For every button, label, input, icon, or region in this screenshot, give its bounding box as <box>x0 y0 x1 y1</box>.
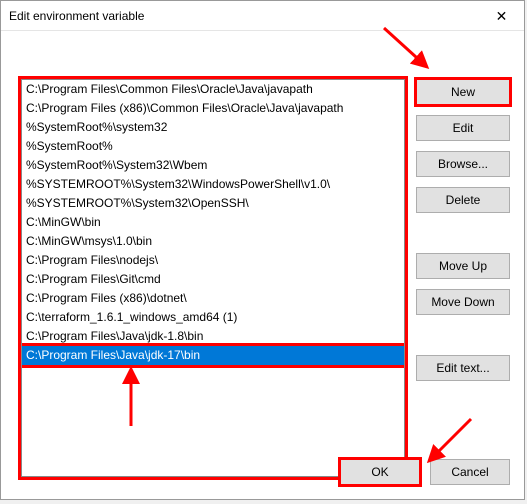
button-column: New Edit Browse... Delete Move Up Move D… <box>416 79 510 391</box>
move-up-button[interactable]: Move Up <box>416 253 510 279</box>
path-listbox[interactable]: C:\Program Files\Common Files\Oracle\Jav… <box>21 79 405 477</box>
edit-text-button[interactable]: Edit text... <box>416 355 510 381</box>
list-item[interactable]: C:\Program Files\Common Files\Oracle\Jav… <box>22 80 404 99</box>
close-icon: ✕ <box>496 8 508 25</box>
move-down-button[interactable]: Move Down <box>416 289 510 315</box>
list-item[interactable]: C:\Program Files\Git\cmd <box>22 270 404 289</box>
ok-button[interactable]: OK <box>340 459 420 485</box>
dialog-window: Edit environment variable ✕ C:\Program F… <box>0 0 525 500</box>
list-item[interactable]: C:\Program Files (x86)\Common Files\Orac… <box>22 99 404 118</box>
dialog-content: C:\Program Files\Common Files\Oracle\Jav… <box>1 31 524 499</box>
titlebar: Edit environment variable ✕ <box>1 1 524 31</box>
list-item[interactable]: %SYSTEMROOT%\System32\WindowsPowerShell\… <box>22 175 404 194</box>
new-button[interactable]: New <box>416 79 510 105</box>
edit-button[interactable]: Edit <box>416 115 510 141</box>
list-item[interactable]: C:\Program Files\Java\jdk-1.8\bin <box>22 327 404 346</box>
list-item[interactable]: %SystemRoot% <box>22 137 404 156</box>
list-item[interactable]: C:\Program Files\Java\jdk-17\bin <box>22 346 404 365</box>
arrow-to-new-icon <box>379 23 439 79</box>
window-title: Edit environment variable <box>9 9 144 23</box>
browse-button[interactable]: Browse... <box>416 151 510 177</box>
delete-button[interactable]: Delete <box>416 187 510 213</box>
cancel-button[interactable]: Cancel <box>430 459 510 485</box>
list-item[interactable]: C:\terraform_1.6.1_windows_amd64 (1) <box>22 308 404 327</box>
list-item[interactable]: C:\MinGW\msys\1.0\bin <box>22 232 404 251</box>
list-item[interactable]: %SystemRoot%\System32\Wbem <box>22 156 404 175</box>
list-item[interactable]: %SystemRoot%\system32 <box>22 118 404 137</box>
list-item[interactable]: %SYSTEMROOT%\System32\OpenSSH\ <box>22 194 404 213</box>
list-item[interactable]: C:\MinGW\bin <box>22 213 404 232</box>
list-item[interactable]: C:\Program Files\nodejs\ <box>22 251 404 270</box>
bottom-button-row: OK Cancel <box>340 459 510 485</box>
list-item[interactable]: C:\Program Files (x86)\dotnet\ <box>22 289 404 308</box>
close-button[interactable]: ✕ <box>479 1 524 31</box>
